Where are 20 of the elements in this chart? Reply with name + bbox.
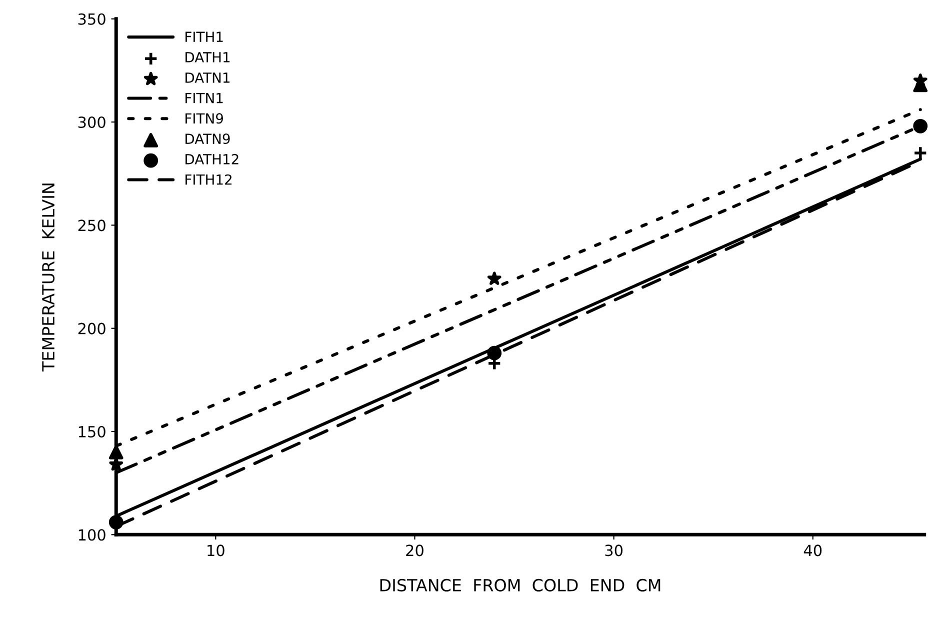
legend-label: DATN1 — [186, 72, 230, 83]
y-tick-label: 100 — [78, 529, 106, 541]
y-tick-label: 350 — [78, 13, 106, 25]
legend-label: FITH1 — [186, 32, 223, 42]
x-tick-label: 30 — [605, 544, 623, 556]
y-tick-label: 200 — [78, 322, 106, 334]
x-axis-title: DISTANCE FROM COLD END CM — [380, 578, 660, 592]
y-tick-label: 250 — [78, 220, 106, 232]
legend-label: FITN1 — [186, 92, 223, 104]
legend-label: DATN9 — [186, 134, 230, 144]
x-tick-label: 20 — [406, 544, 424, 556]
x-tick-label: 10 — [208, 544, 224, 556]
x-tick-label: 40 — [804, 544, 822, 556]
y-axis-title: TEMPERATURE KELVIN — [42, 184, 55, 372]
legend-label: DATH1 — [186, 52, 230, 62]
legend-label: FITN9 — [186, 113, 223, 124]
y-tick-label: 150 — [78, 426, 106, 438]
legend-label: DATH12 — [186, 154, 238, 164]
y-tick-label: 300 — [78, 116, 106, 128]
legend-label: FITH12 — [186, 174, 232, 185]
